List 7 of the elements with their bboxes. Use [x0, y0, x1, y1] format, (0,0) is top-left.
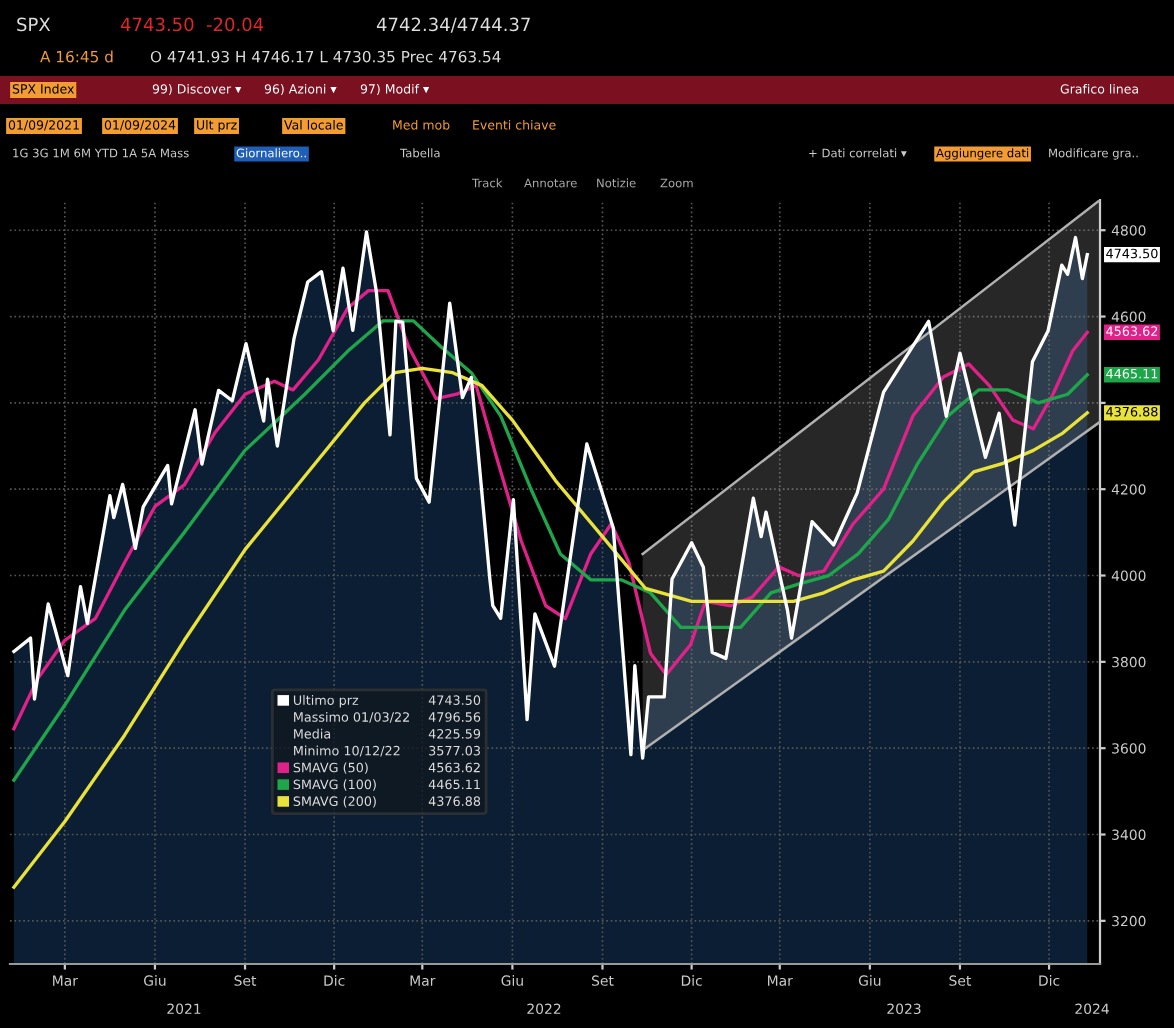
line-series	[12, 319, 1089, 782]
text: -20.04	[206, 17, 264, 32]
line-series	[12, 366, 1089, 889]
line-series	[12, 288, 1089, 731]
text: 4742.34/4744.37	[376, 17, 530, 33]
text: 4743.50	[120, 17, 194, 32]
text: SPX	[17, 17, 51, 32]
